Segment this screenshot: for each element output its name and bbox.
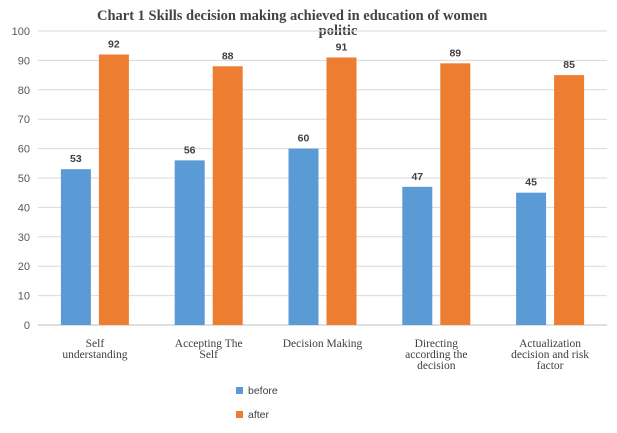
- x-tick-label: Actualization: [519, 338, 581, 350]
- data-label-after: 91: [336, 41, 348, 53]
- gridlines: [38, 30, 607, 326]
- data-label-after: 85: [563, 59, 575, 71]
- y-axis-ticks: 0 10 20 30 40 50 60 70 80 90 100: [12, 26, 30, 332]
- data-label-after: 92: [108, 39, 120, 51]
- y-tick-label: 20: [18, 261, 30, 273]
- legend: before after: [236, 385, 278, 421]
- data-label-before: 56: [184, 144, 196, 156]
- x-tick-label: understanding: [62, 349, 127, 361]
- data-label-before: 45: [525, 177, 537, 189]
- bar-after: [440, 63, 471, 326]
- legend-label-before: before: [248, 385, 278, 397]
- legend-swatch-after: [236, 411, 243, 418]
- bar-after: [98, 54, 129, 326]
- bar-before: [516, 192, 547, 325]
- bar-before: [60, 169, 91, 325]
- x-tick-label: according the: [405, 349, 467, 361]
- x-tick-label: Decision Making: [283, 338, 363, 350]
- data-label-after: 88: [222, 50, 234, 62]
- x-tick-label: factor: [537, 360, 564, 372]
- y-tick-label: 30: [18, 232, 30, 244]
- data-label-after: 89: [449, 47, 461, 59]
- data-labels: 53 92 56 88 60 91 47 89 45 85: [70, 39, 575, 189]
- x-tick-label: Self: [199, 349, 218, 361]
- bar-before: [402, 186, 433, 325]
- bars: [60, 54, 585, 326]
- y-tick-label: 40: [18, 202, 30, 214]
- chart-title-line: Chart 1 Skills decision making achieved …: [97, 8, 487, 24]
- x-tick-label: decision and risk: [511, 349, 589, 361]
- data-label-before: 47: [411, 171, 423, 183]
- bar-before: [288, 148, 319, 325]
- data-label-before: 60: [298, 133, 310, 145]
- y-tick-label: 10: [18, 291, 30, 303]
- y-tick-label: 80: [18, 85, 30, 97]
- chart-title: Chart 1 Skills decision making achieved …: [97, 8, 487, 39]
- legend-label-after: after: [248, 409, 270, 421]
- bar-after: [212, 66, 243, 325]
- y-tick-label: 100: [12, 26, 30, 38]
- y-tick-label: 60: [18, 144, 30, 156]
- y-tick-label: 50: [18, 173, 30, 185]
- bar-after: [554, 75, 585, 325]
- x-tick-label: decision: [417, 360, 456, 372]
- bar-after: [326, 57, 357, 326]
- y-tick-label: 90: [18, 55, 30, 67]
- x-tick-label: Self: [86, 338, 105, 350]
- y-tick-label: 0: [24, 320, 30, 332]
- bar-before: [174, 160, 205, 325]
- x-tick-label: Directing: [415, 338, 459, 350]
- legend-swatch-before: [236, 387, 243, 394]
- data-label-before: 53: [70, 153, 82, 165]
- y-tick-label: 70: [18, 114, 30, 126]
- x-tick-label: Accepting The: [175, 338, 243, 350]
